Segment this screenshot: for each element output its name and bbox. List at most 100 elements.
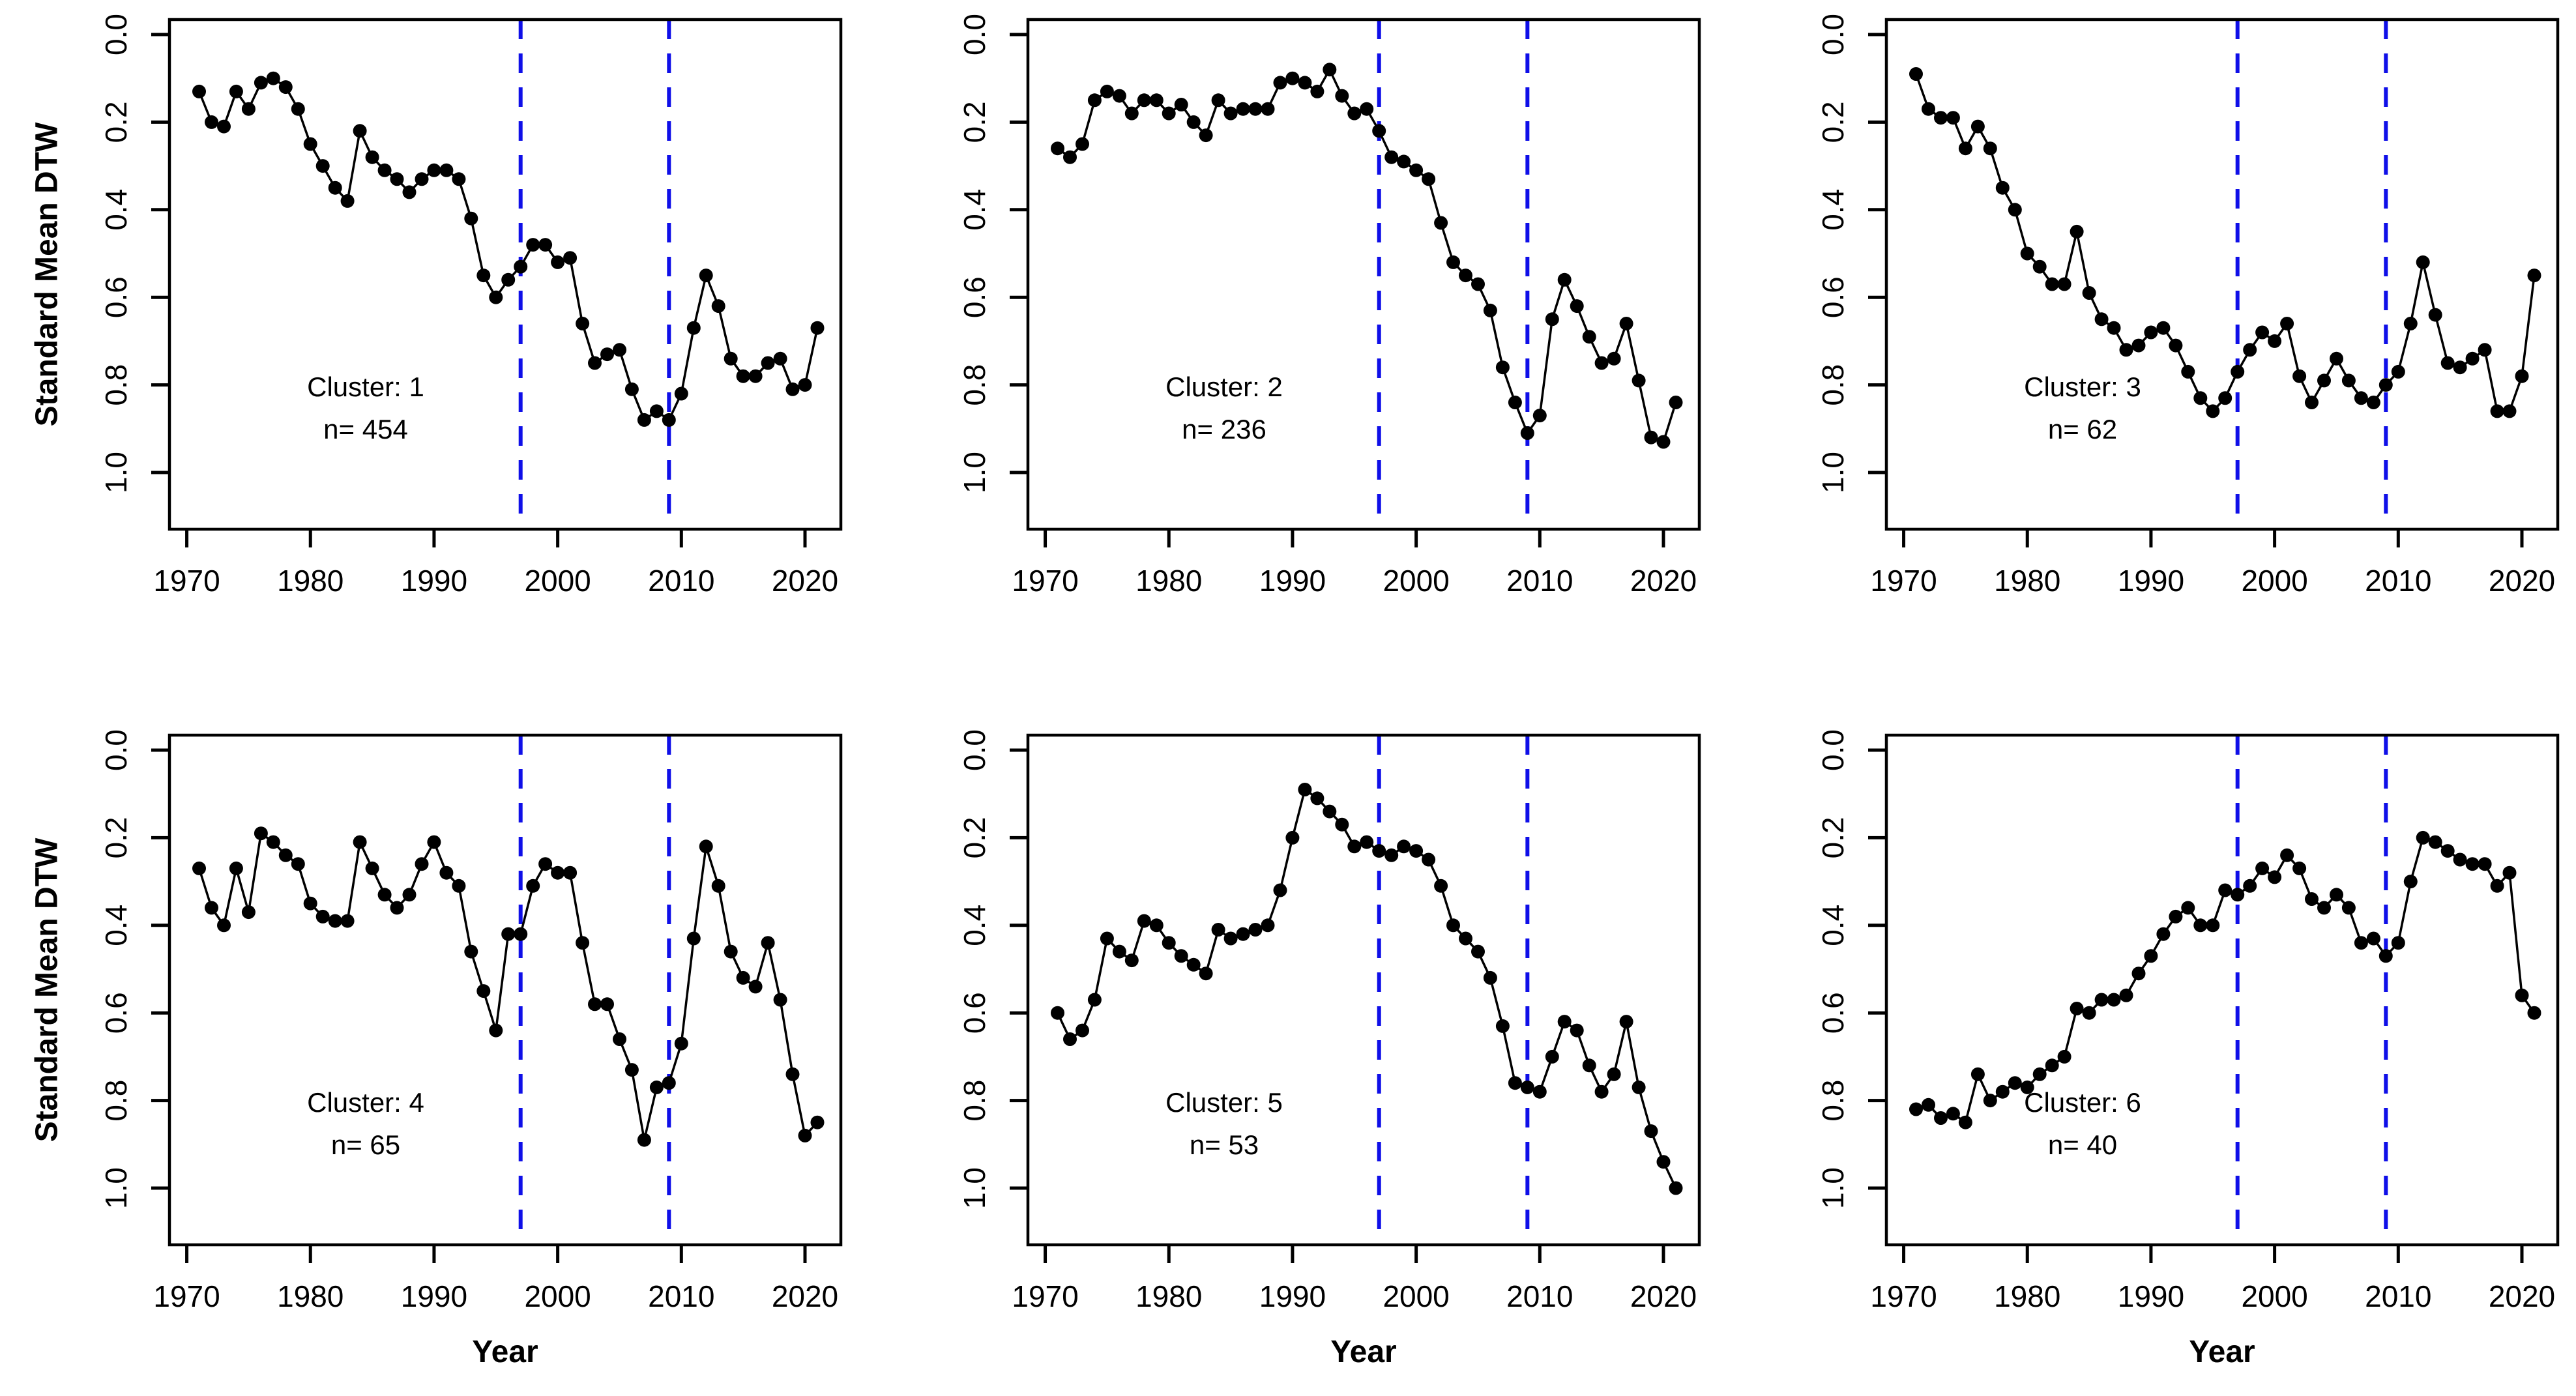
data-point	[1087, 93, 1102, 108]
y-tick-label: 0.0	[99, 14, 133, 55]
data-point	[662, 1076, 676, 1090]
data-point	[1310, 84, 1325, 98]
data-point	[1347, 106, 1362, 121]
x-tick-label: 2010	[648, 564, 714, 598]
data-point	[2391, 936, 2405, 950]
y-tick-label: 0.6	[1816, 992, 1850, 1034]
data-point	[229, 84, 243, 98]
data-point	[1051, 1006, 1064, 1020]
data-point	[377, 163, 392, 177]
data-point	[600, 347, 614, 362]
cluster-5-plot: 0.0 0.2 0.4 0.6 0.8 1.0 1970 1980 1990 2000 2010 20…	[958, 729, 1701, 1369]
x-tick-label: 2000	[2241, 564, 2307, 598]
cluster-annotation: Cluster: 2 n= 236	[1165, 371, 1283, 444]
data-point	[402, 888, 417, 902]
y-tick-label: 1.0	[99, 1167, 133, 1209]
y-tick-label: 0.6	[958, 992, 991, 1034]
data-point	[1483, 970, 1497, 985]
x-tick-label: 1980	[1994, 564, 2060, 598]
data-point	[2131, 967, 2146, 981]
data-point	[1076, 1023, 1089, 1038]
data-point	[1594, 1084, 1609, 1099]
y-tick-label: 1.0	[958, 452, 991, 493]
data-point	[1656, 1155, 1671, 1169]
data-point	[1483, 303, 1497, 317]
data-point	[2280, 848, 2294, 862]
x-axis-title: Year	[2189, 1335, 2255, 1369]
n-label: n= 53	[1190, 1129, 1259, 1160]
data-points	[1909, 67, 2541, 418]
data-point	[2008, 203, 2022, 217]
data-point	[2317, 373, 2331, 388]
y-tick-label: 0.4	[1816, 189, 1850, 231]
data-point	[1261, 102, 1275, 116]
data-point	[1372, 844, 1386, 858]
x-tick-label: 1970	[1012, 564, 1078, 598]
data-point	[2057, 277, 2071, 291]
x-axis-title: Year	[1330, 1335, 1396, 1369]
data-point	[2032, 1067, 2047, 1081]
x-tick-label: 1990	[401, 1279, 467, 1313]
data-point	[2045, 277, 2059, 291]
data-point	[2305, 396, 2319, 409]
data-point	[1934, 1111, 1948, 1125]
data-point	[2391, 364, 2405, 379]
plot-box	[1026, 733, 1701, 1247]
data-point	[2366, 396, 2380, 409]
data-point	[1174, 949, 1188, 963]
data-point	[1162, 936, 1176, 950]
data-point	[1619, 1015, 1633, 1029]
data-point	[266, 835, 280, 849]
data-point	[674, 1036, 688, 1051]
data-point	[2255, 861, 2270, 875]
data-point	[1446, 918, 1460, 933]
data-point	[2070, 1002, 2084, 1015]
data-point	[2181, 364, 2195, 379]
data-point	[2082, 1006, 2096, 1020]
plot-box	[1884, 733, 2560, 1247]
data-point	[1310, 791, 1325, 806]
data-point	[1087, 993, 1102, 1007]
data-point	[1422, 852, 1436, 867]
x-tick-label: 2020	[772, 564, 838, 598]
data-point	[1100, 84, 1114, 98]
x-tick-label: 2010	[1506, 1279, 1573, 1313]
data-point	[1995, 1084, 2010, 1099]
data-point	[2428, 308, 2442, 322]
data-point	[217, 119, 231, 134]
y-tick-label: 0.2	[99, 817, 133, 858]
data-point	[613, 343, 626, 357]
data-point	[624, 382, 639, 396]
data-point	[1063, 1032, 1077, 1046]
data-point	[576, 936, 590, 950]
data-point	[2218, 883, 2232, 897]
n-label: n= 62	[2048, 414, 2117, 444]
data-point	[501, 927, 516, 941]
cluster-2-plot: 0.0 0.2 0.4 0.6 0.8 1.0 1970 1980 1990 2000 2010 20…	[958, 14, 1701, 598]
y-tick-label: 0.6	[99, 276, 133, 318]
data-point	[1236, 102, 1250, 116]
data-point	[2268, 870, 2282, 884]
data-point	[1557, 272, 1572, 287]
y-tick-label: 0.4	[1816, 905, 1850, 946]
figure-row-bottom: 0.0 0.2 0.4 0.6 0.8 1.0 1970 1980 1990 2000 2010 20…	[0, 678, 2576, 1396]
y-tick-label: 0.0	[958, 14, 991, 55]
data-point	[2206, 404, 2220, 418]
data-point	[1607, 351, 1621, 366]
plot-box	[1026, 18, 1701, 531]
x-tick-label: 1980	[1994, 1279, 2060, 1313]
data-point	[1360, 102, 1374, 116]
data-point	[1323, 804, 1337, 819]
data-point	[810, 1115, 825, 1129]
data-point	[1223, 931, 1238, 946]
x-tick-label: 1990	[1259, 1279, 1326, 1313]
data-point	[2403, 875, 2418, 889]
y-tick-label: 0.2	[958, 817, 991, 858]
data-point	[2490, 404, 2504, 418]
data-point	[1112, 944, 1126, 959]
n-label: n= 454	[323, 414, 408, 444]
cluster-label: Cluster: 1	[307, 371, 424, 402]
data-point	[489, 1023, 503, 1038]
data-point	[1273, 883, 1287, 897]
